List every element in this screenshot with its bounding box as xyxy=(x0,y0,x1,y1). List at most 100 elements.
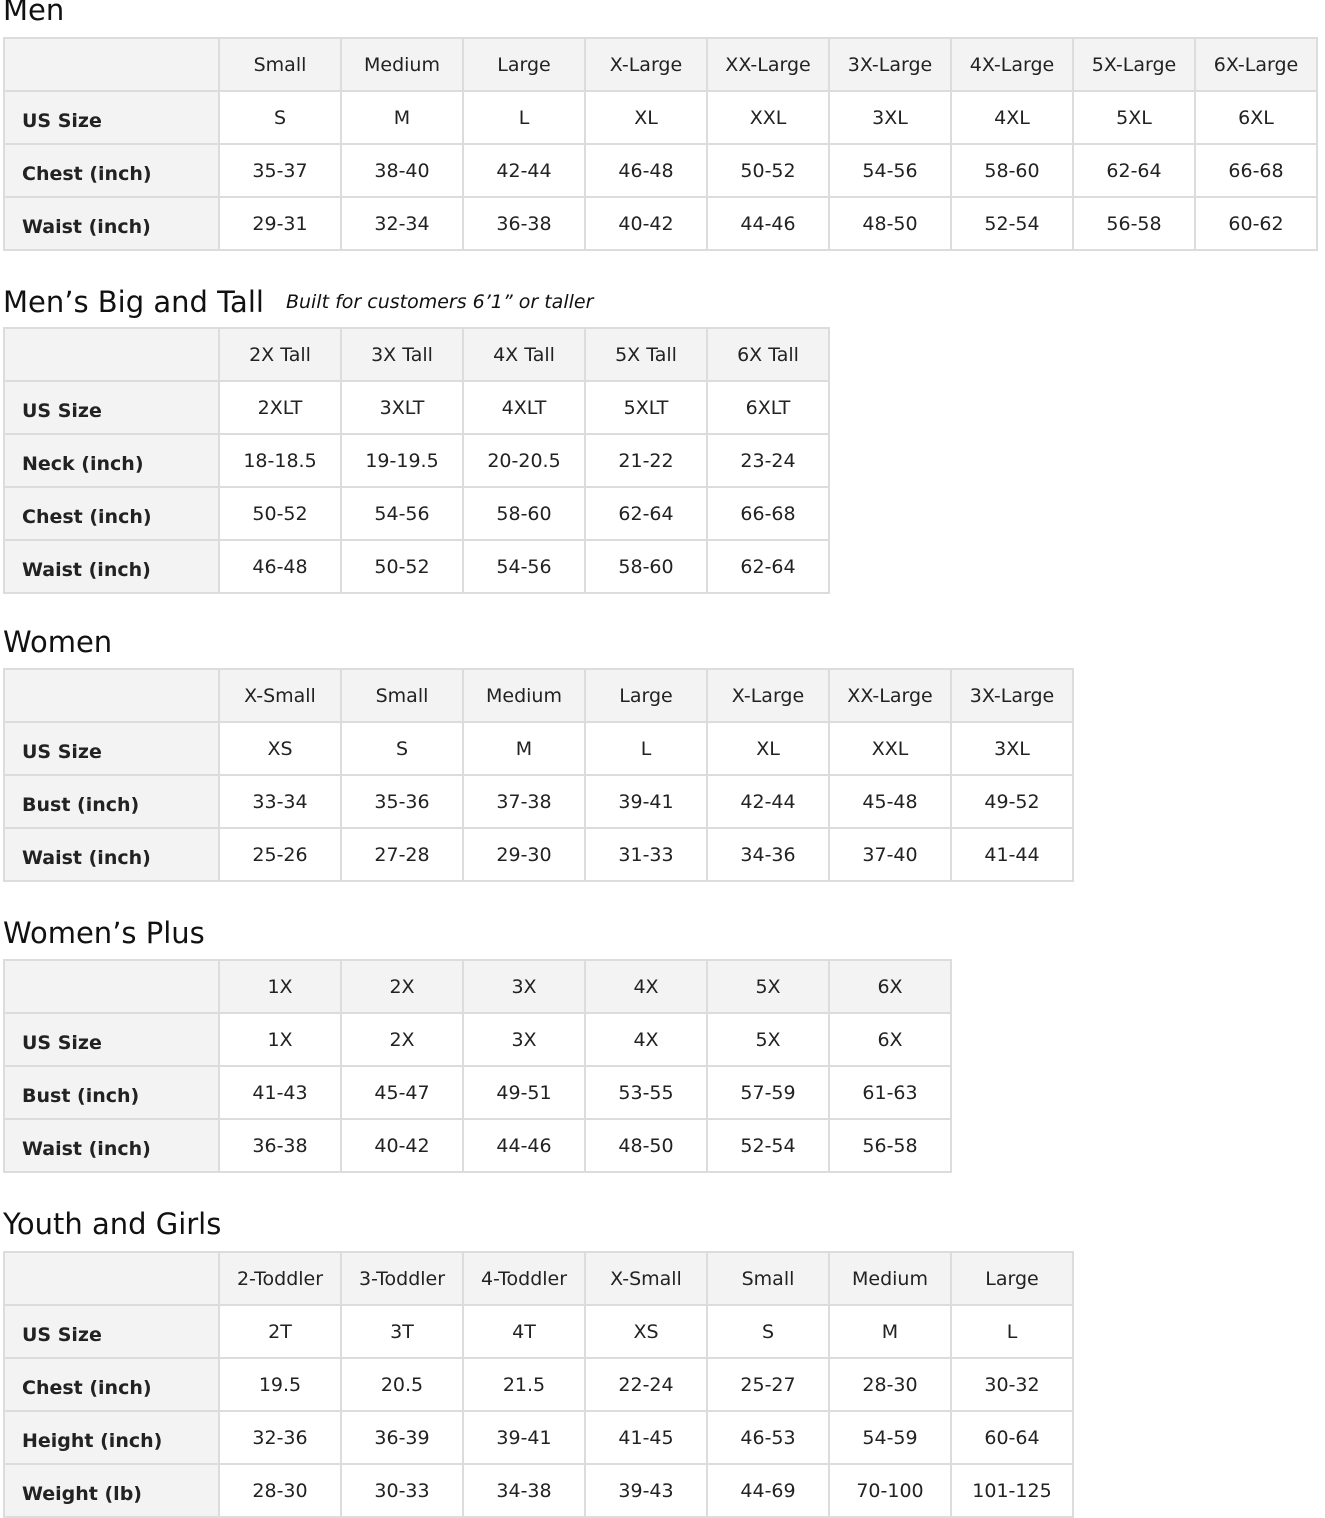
table-cell: 28-30 xyxy=(828,1357,952,1412)
table-cell: 70-100 xyxy=(828,1463,952,1518)
table-cell: 5X xyxy=(706,1012,830,1067)
section-subtitle: Built for customers 6’1” or taller xyxy=(285,291,594,313)
row-label: US Size xyxy=(3,380,220,435)
table-cell: 36-38 xyxy=(462,196,586,251)
size-table-mens-big-tall: 2X Tall 3X Tall 4X Tall 5X Tall 6X Tall US Si… xyxy=(3,327,830,594)
row-label: Height (inch) xyxy=(3,1410,220,1465)
table-cell: 49-51 xyxy=(462,1065,586,1120)
table-cell: 5XLT xyxy=(584,380,708,435)
table-row: Bust (inch) 41-43 45-47 49-51 53-55 57-59 61-6… xyxy=(3,1065,952,1120)
table-row: Height (inch) 32-36 36-39 39-41 41-45 46-53 54… xyxy=(3,1410,1074,1465)
row-label: US Size xyxy=(3,1304,220,1359)
column-header: Small xyxy=(340,668,464,723)
table-cell: 20-20.5 xyxy=(462,433,586,488)
header-row: Small Medium Large X-Large XX-Large 3X-Large 4… xyxy=(3,37,1318,92)
column-header: 4X Tall xyxy=(462,327,586,382)
section-title-women: Women xyxy=(3,628,112,657)
table-cell: 5XL xyxy=(1072,90,1196,145)
table-cell: 35-36 xyxy=(340,774,464,829)
column-header: XX-Large xyxy=(828,668,952,723)
size-table: 1X 2X 3X 4X 5X 6X US Size 1X 2X 3X 4X 5X 6X Bust (inc… xyxy=(3,959,952,1173)
column-header: 5X Tall xyxy=(584,327,708,382)
table-cell: 46-53 xyxy=(706,1410,830,1465)
table-cell: 62-64 xyxy=(584,486,708,541)
table-row: Chest (inch) 50-52 54-56 58-60 62-64 66-68 xyxy=(3,486,830,541)
size-table: 2X Tall 3X Tall 4X Tall 5X Tall 6X Tall US Si… xyxy=(3,327,830,594)
section-heading: Men xyxy=(3,0,65,27)
table-cell: 54-56 xyxy=(462,539,586,594)
table-cell: 54-56 xyxy=(340,486,464,541)
section-heading: Women’s Plus xyxy=(3,916,205,950)
table-cell: 3XLT xyxy=(340,380,464,435)
row-label: Waist (inch) xyxy=(3,196,220,251)
table-cell: L xyxy=(950,1304,1074,1359)
row-label: Waist (inch) xyxy=(3,539,220,594)
row-label: Chest (inch) xyxy=(3,1357,220,1412)
table-cell: XL xyxy=(584,90,708,145)
table-cell: 35-37 xyxy=(218,143,342,198)
table-cell: 20.5 xyxy=(340,1357,464,1412)
table-cell: 2T xyxy=(218,1304,342,1359)
table-cell: 52-54 xyxy=(706,1118,830,1173)
column-header: X-Small xyxy=(584,1251,708,1306)
column-header: XX-Large xyxy=(706,37,830,92)
table-cell: 44-46 xyxy=(462,1118,586,1173)
table-cell: 29-30 xyxy=(462,827,586,882)
table-cell: 25-26 xyxy=(218,827,342,882)
table-cell: XS xyxy=(584,1304,708,1359)
table-row: US Size 2T 3T 4T XS S M L xyxy=(3,1304,1074,1359)
header-row: 2X Tall 3X Tall 4X Tall 5X Tall 6X Tall xyxy=(3,327,830,382)
table-cell: 46-48 xyxy=(218,539,342,594)
table-cell: 56-58 xyxy=(1072,196,1196,251)
table-cell: 50-52 xyxy=(706,143,830,198)
table-cell: 3XL xyxy=(828,90,952,145)
table-cell: 4XL xyxy=(950,90,1074,145)
column-header: X-Small xyxy=(218,668,342,723)
row-label: Bust (inch) xyxy=(3,1065,220,1120)
table-cell: 18-18.5 xyxy=(218,433,342,488)
table-cell: 41-45 xyxy=(584,1410,708,1465)
table-cell: 32-36 xyxy=(218,1410,342,1465)
table-row: Waist (inch) 46-48 50-52 54-56 58-60 62-64 xyxy=(3,539,830,594)
table-cell: XXL xyxy=(706,90,830,145)
table-cell: 58-60 xyxy=(950,143,1074,198)
section-title-mens-big-tall: Men’s Big and Tall Built for customers 6’… xyxy=(3,288,593,317)
table-cell: 58-60 xyxy=(462,486,586,541)
table-cell: 36-38 xyxy=(218,1118,342,1173)
column-header: Medium xyxy=(462,668,586,723)
row-label: Waist (inch) xyxy=(3,827,220,882)
table-cell: XS xyxy=(218,721,342,776)
table-cell: M xyxy=(340,90,464,145)
column-header: 3-Toddler xyxy=(340,1251,464,1306)
table-cell: 45-48 xyxy=(828,774,952,829)
row-label: Bust (inch) xyxy=(3,774,220,829)
table-cell: 4T xyxy=(462,1304,586,1359)
table-cell: 25-27 xyxy=(706,1357,830,1412)
size-table-men: Small Medium Large X-Large XX-Large 3X-Large 4… xyxy=(3,37,1318,251)
column-header: 3X Tall xyxy=(340,327,464,382)
table-cell: 29-31 xyxy=(218,196,342,251)
column-header: 1X xyxy=(218,959,342,1014)
column-header: Medium xyxy=(340,37,464,92)
table-cell: 48-50 xyxy=(584,1118,708,1173)
table-cell: 3X xyxy=(462,1012,586,1067)
corner-cell xyxy=(3,37,220,92)
size-table: Small Medium Large X-Large XX-Large 3X-Large 4… xyxy=(3,37,1318,251)
table-cell: 66-68 xyxy=(1194,143,1318,198)
table-cell: 42-44 xyxy=(462,143,586,198)
table-cell: 36-39 xyxy=(340,1410,464,1465)
table-cell: L xyxy=(584,721,708,776)
table-cell: 30-33 xyxy=(340,1463,464,1518)
table-cell: 33-34 xyxy=(218,774,342,829)
table-cell: 57-59 xyxy=(706,1065,830,1120)
table-cell: 54-59 xyxy=(828,1410,952,1465)
row-label: US Size xyxy=(3,90,220,145)
table-cell: 50-52 xyxy=(218,486,342,541)
table-cell: 28-30 xyxy=(218,1463,342,1518)
column-header: Large xyxy=(584,668,708,723)
column-header: Small xyxy=(218,37,342,92)
section-title-men: Men xyxy=(3,0,64,25)
table-cell: 54-56 xyxy=(828,143,952,198)
table-cell: 19.5 xyxy=(218,1357,342,1412)
column-header: 5X xyxy=(706,959,830,1014)
